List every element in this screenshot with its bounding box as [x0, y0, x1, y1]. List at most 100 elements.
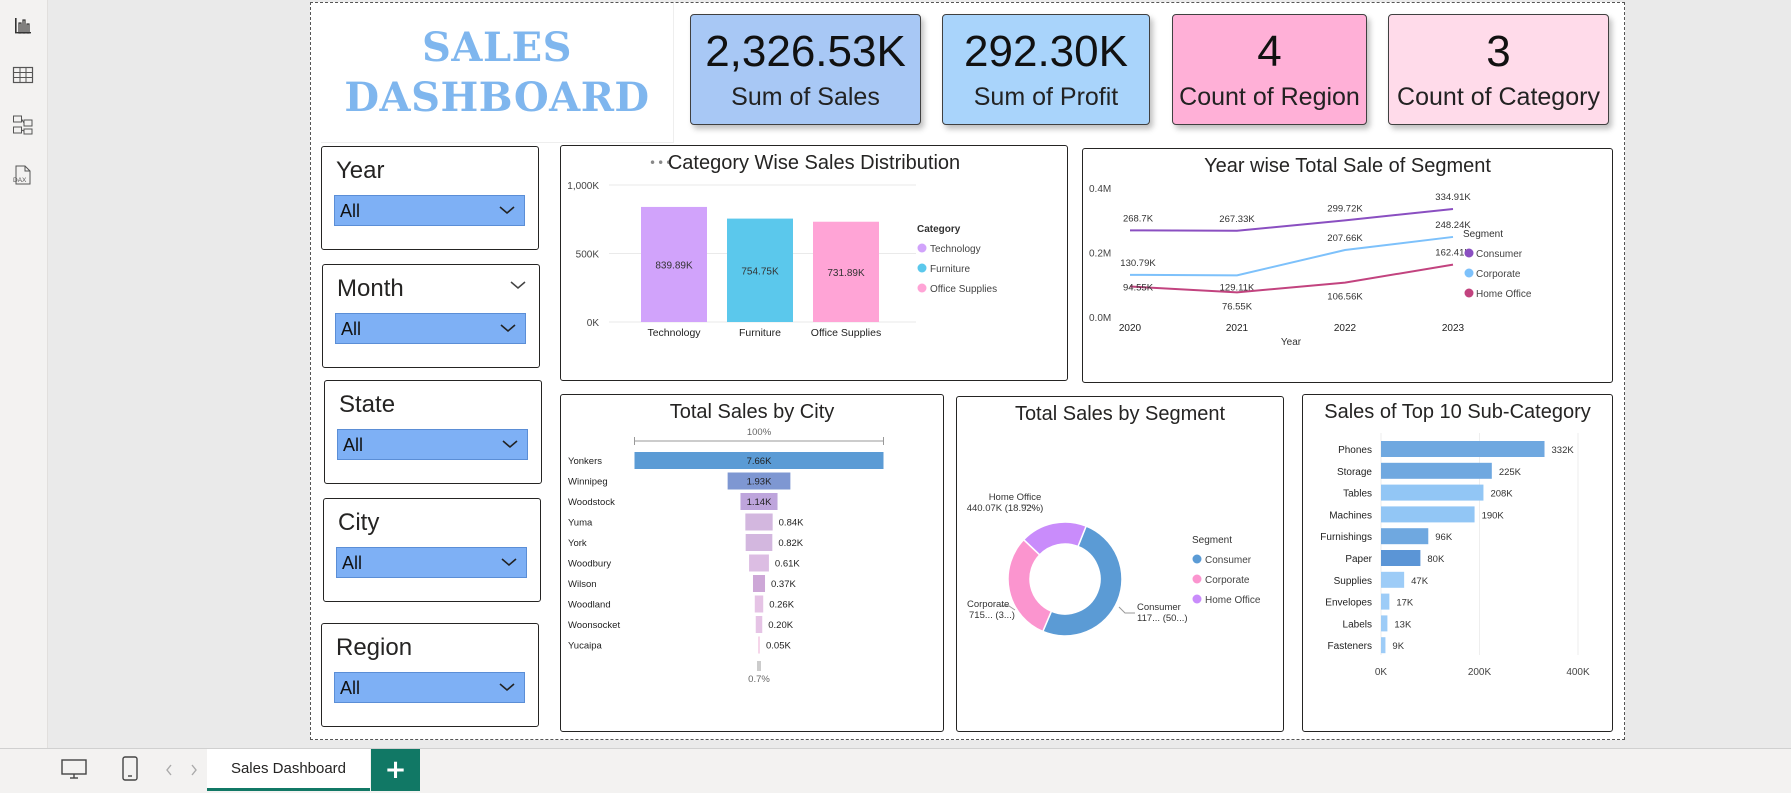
- kpi-value: 292.30K: [964, 27, 1128, 76]
- kpi-label: Count of Region: [1179, 83, 1360, 111]
- category-sales-chart[interactable]: ••• Category Wise Sales Distribution 0K 5…: [560, 145, 1068, 381]
- data-label: 162.41K: [1435, 248, 1471, 259]
- x-tick-label: 2023: [1442, 323, 1465, 334]
- chevron-down-icon: [500, 324, 516, 333]
- leader-line: [1001, 605, 1016, 611]
- chevron-down-icon[interactable]: [509, 279, 527, 291]
- series-line: [1129, 263, 1454, 294]
- leader-line: [1021, 504, 1036, 511]
- legend-marker: [917, 243, 927, 253]
- slicer-value: All: [341, 319, 362, 339]
- slicer-value: All: [340, 678, 361, 698]
- slicer-region[interactable]: Region All: [321, 623, 539, 727]
- funnel-bar: [758, 636, 760, 654]
- kpi-card-category[interactable]: 3 Count of Category: [1388, 14, 1609, 125]
- data-label: 731.89K: [827, 268, 865, 279]
- bar: [1381, 441, 1545, 457]
- data-label: 47K: [1411, 576, 1429, 587]
- data-label: 1.14K: [747, 497, 772, 508]
- scroll-left-icon[interactable]: [164, 762, 174, 781]
- chevron-down-icon: [499, 206, 515, 215]
- x-tick-label: 2022: [1334, 323, 1357, 334]
- data-label: 13K: [1394, 619, 1412, 630]
- x-tick-label: Office Supplies: [811, 327, 881, 339]
- segment-year-chart[interactable]: Year wise Total Sale of Segment 0.0M 0.2M…: [1082, 148, 1613, 383]
- funnel-bar: [745, 534, 773, 551]
- city-label: Woodland: [568, 600, 611, 611]
- kpi-card-profit[interactable]: 292.30K Sum of Profit: [942, 14, 1150, 125]
- legend-marker: [1464, 268, 1474, 278]
- slicer-month[interactable]: Month All: [322, 264, 540, 368]
- add-page-button[interactable]: +: [371, 749, 420, 791]
- data-label: 190K: [1482, 510, 1505, 521]
- data-label: 129.11K: [1220, 282, 1255, 293]
- city-label: Yucaipa: [568, 641, 603, 652]
- slicer-state[interactable]: State All: [324, 380, 542, 484]
- chevron-down-icon: [499, 683, 515, 692]
- tab-sales-dashboard[interactable]: Sales Dashboard: [207, 749, 370, 791]
- city-sales-chart[interactable]: Total Sales by City 100% Yonkers 7.66K Winn…: [560, 394, 944, 732]
- city-label: York: [568, 538, 587, 549]
- funnel-bar: [754, 595, 764, 613]
- kpi-card-sales[interactable]: 2,326.53K Sum of Sales: [690, 14, 921, 125]
- legend-label: Home Office: [1476, 289, 1532, 300]
- data-label: 332K: [1552, 445, 1575, 456]
- chart-title: Total Sales by Segment: [1014, 403, 1226, 425]
- slicer-dropdown[interactable]: All: [336, 547, 527, 578]
- slicer-city[interactable]: City All: [323, 498, 541, 602]
- slicer-dropdown[interactable]: All: [334, 195, 525, 226]
- category-label: Labels: [1343, 619, 1372, 630]
- legend-label: Home Office: [1205, 595, 1261, 606]
- slice-label: 117... (50...): [1137, 613, 1188, 624]
- kpi-label: Sum of Sales: [731, 83, 880, 111]
- category-label: Machines: [1329, 510, 1372, 521]
- title-line-1: SALES: [422, 23, 572, 71]
- x-tick-label: 2021: [1226, 323, 1249, 334]
- mobile-layout-icon[interactable]: [120, 755, 140, 787]
- data-label: 1.93K: [747, 477, 772, 488]
- title-line-2: DASHBOARD: [344, 73, 650, 121]
- data-label: 225K: [1499, 467, 1522, 478]
- legend-marker: [1192, 554, 1202, 564]
- slicer-year[interactable]: Year All: [321, 146, 539, 250]
- report-view-icon[interactable]: [10, 12, 36, 38]
- slicer-dropdown[interactable]: All: [337, 429, 528, 460]
- legend-title: Category: [917, 224, 961, 235]
- report-canvas: SALES DASHBOARD 2,326.53K Sum of Sales 29…: [48, 0, 1791, 748]
- slicer-title: Month: [337, 275, 404, 302]
- funnel-bar: [740, 493, 778, 510]
- kpi-value: 4: [1257, 27, 1282, 76]
- category-label: Fasteners: [1328, 641, 1372, 652]
- category-label: Phones: [1338, 445, 1372, 456]
- scroll-right-icon[interactable]: [189, 762, 199, 781]
- kpi-card-region[interactable]: 4 Count of Region: [1172, 14, 1367, 125]
- data-label: 96K: [1435, 532, 1453, 543]
- slicer-title: State: [339, 391, 396, 418]
- legend-marker: [917, 263, 927, 273]
- slicer-dropdown[interactable]: All: [335, 313, 526, 344]
- model-view-icon[interactable]: [10, 112, 36, 138]
- city-funnel-svg: 100% Yonkers 7.66K Winnipeg 1.93K Woodstock 1.…: [568, 427, 884, 685]
- city-label: Woonsocket: [568, 620, 620, 631]
- slice-label: Corporate: [967, 599, 1009, 610]
- donut-slice: [1022, 521, 1088, 556]
- table-view-icon[interactable]: [10, 62, 36, 88]
- top-percent-label: 100%: [747, 427, 772, 438]
- legend-marker: [1192, 574, 1202, 584]
- data-label: 130.79K: [1120, 258, 1156, 269]
- legend-label: Consumer: [1205, 555, 1252, 566]
- bar: [1381, 484, 1484, 501]
- chart-title: Total Sales by City: [669, 401, 835, 423]
- subcategory-sales-chart[interactable]: Sales of Top 10 Sub-Category 0K 200K 400K P…: [1302, 394, 1613, 732]
- desktop-layout-icon[interactable]: [60, 757, 88, 785]
- segment-share-chart[interactable]: Total Sales by Segment Consumer 117... (5…: [956, 396, 1284, 732]
- report-page: SALES DASHBOARD 2,326.53K Sum of Sales 29…: [310, 2, 1625, 740]
- slicer-dropdown[interactable]: All: [334, 672, 525, 703]
- dax-query-icon[interactable]: DAX: [10, 162, 36, 188]
- legend-label: Consumer: [1476, 249, 1523, 260]
- category-label: Paper: [1345, 554, 1372, 565]
- kpi-label: Count of Category: [1397, 83, 1600, 111]
- chevron-down-icon: [501, 558, 517, 567]
- y-tick-label: 500K: [576, 250, 600, 261]
- more-options-icon[interactable]: •••: [649, 156, 674, 170]
